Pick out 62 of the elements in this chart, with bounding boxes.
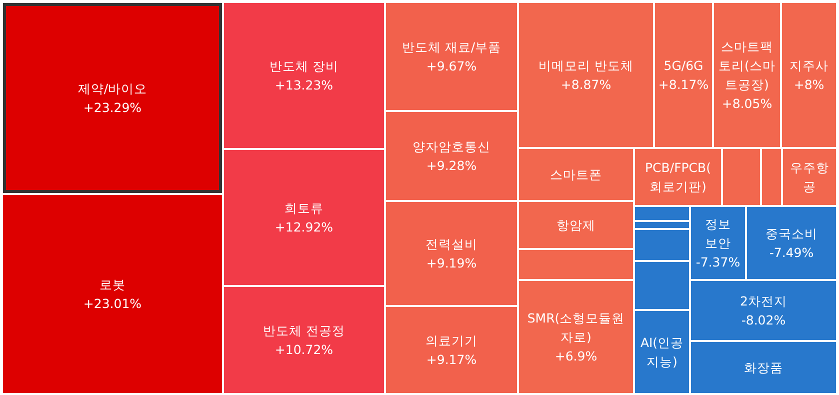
cell: 중국소비 -7.49% bbox=[747, 207, 836, 279]
category-label: 제약/바이오 bbox=[78, 81, 148, 96]
category-label: 화장품 bbox=[744, 360, 783, 375]
cell: 화장품 bbox=[691, 342, 836, 393]
data-label: +23.01% bbox=[83, 296, 142, 311]
cell: AI(인공지능) bbox=[635, 311, 689, 393]
category-label: 반도체 장비 bbox=[270, 58, 338, 74]
category-label: SMR(소형모듈원자로) bbox=[527, 310, 625, 344]
data-label: +10.72% bbox=[274, 342, 334, 357]
cell: 양자암호통신 +9.28% bbox=[386, 112, 517, 200]
category-label: 의료기기 bbox=[426, 333, 478, 348]
category-label: PCB/FPCB(회로기판) bbox=[645, 160, 711, 194]
data-label: +9.28% bbox=[426, 158, 477, 173]
category-label: 스마트팩토리(스마트공장) bbox=[718, 39, 776, 92]
category-label: 2차전지 bbox=[740, 294, 787, 308]
cell: 반도체 장비 +13.23% bbox=[224, 3, 384, 148]
data-label: -8.02% bbox=[741, 312, 786, 328]
data-label: +8.17% bbox=[658, 77, 709, 92]
cell: PCB/FPCB(회로기판) bbox=[635, 149, 721, 205]
category-label: 반도체 전공정 bbox=[263, 323, 345, 338]
data-label: +8.87% bbox=[560, 77, 612, 92]
category-label: 희토류 bbox=[284, 200, 324, 216]
category-label: 정보 보안 bbox=[705, 216, 731, 250]
cell: 우주항공 bbox=[783, 149, 836, 205]
category-label: 항암제 bbox=[556, 218, 596, 232]
data-label: +12.92% bbox=[274, 220, 334, 234]
category-label: 양자암호통신 bbox=[412, 139, 490, 154]
cell: 항암제 bbox=[519, 202, 633, 248]
cell: 희토류 +12.92% bbox=[224, 150, 384, 285]
cell: 의료기기 +9.17% bbox=[386, 307, 517, 393]
cell: 전력설비 +9.19% bbox=[386, 202, 517, 305]
cell: 2차전지 -8.02% bbox=[691, 281, 836, 340]
cell: 정보 보안 -7.37% bbox=[691, 207, 745, 279]
data-label: +8% bbox=[794, 77, 824, 92]
cell: 스마트폰 bbox=[519, 149, 633, 200]
category-label: 우주항공 bbox=[790, 160, 829, 194]
cell: 지주사 +8% bbox=[782, 3, 836, 147]
cell: 반도체 재료/부품 +9.67% bbox=[386, 3, 517, 110]
data-label: +13.23% bbox=[274, 78, 334, 92]
category-label: 지주사 bbox=[790, 58, 828, 73]
category-label: 반도체 재료/부품 bbox=[402, 40, 502, 54]
category-label: 스마트폰 bbox=[550, 167, 602, 182]
cell: 스마트팩토리(스마트공장) +8.05% bbox=[714, 3, 780, 147]
data-label: -7.49% bbox=[769, 245, 814, 260]
data-label: +8.05% bbox=[722, 96, 772, 111]
data-label: +23.29% bbox=[83, 100, 142, 115]
category-label: 로봇 bbox=[100, 277, 126, 292]
category-label: AI(인공지능) bbox=[640, 335, 684, 369]
data-label: +9.19% bbox=[426, 256, 477, 270]
data-label: +9.67% bbox=[426, 58, 477, 74]
category-label: 5G/6G bbox=[664, 58, 704, 73]
category-label: 비메모리 반도체 bbox=[538, 58, 634, 73]
cell: 로봇 +23.01% bbox=[3, 195, 222, 393]
cell: 반도체 전공정 +10.72% bbox=[224, 287, 384, 393]
cell: 5G/6G +8.17% bbox=[655, 3, 712, 147]
data-label: +9.17% bbox=[426, 352, 477, 367]
data-label: -7.37% bbox=[696, 254, 740, 270]
category-label: 전력설비 bbox=[426, 236, 478, 252]
cell: SMR(소형모듈원자로) +6.9% bbox=[519, 281, 633, 393]
cell: 비메모리 반도체 +8.87% bbox=[519, 3, 653, 147]
data-label: +6.9% bbox=[554, 348, 598, 364]
category-label: 중국소비 bbox=[766, 226, 818, 241]
